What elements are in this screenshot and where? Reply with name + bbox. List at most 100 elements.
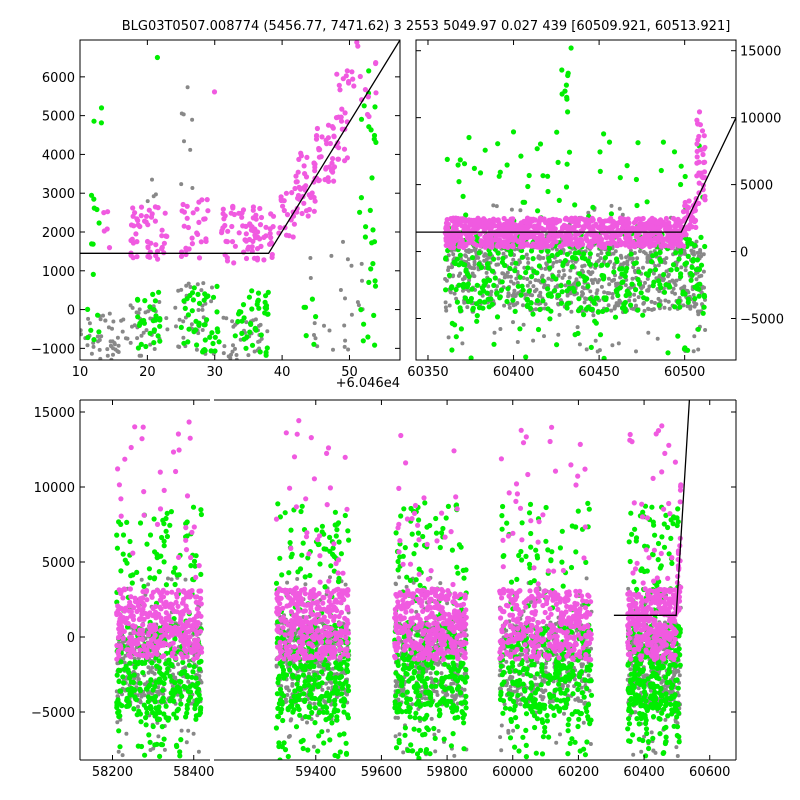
data-point: [508, 648, 513, 653]
data-point: [504, 298, 510, 305]
data-point: [331, 347, 335, 352]
data-point: [493, 237, 499, 243]
data-point: [161, 692, 166, 697]
data-point: [464, 228, 471, 234]
data-point: [575, 325, 580, 330]
data-point: [135, 345, 141, 351]
data-point: [549, 217, 555, 223]
data-point: [371, 136, 377, 142]
data-point: [116, 350, 121, 354]
data-point: [701, 146, 707, 152]
data-point: [504, 162, 510, 168]
data-point: [454, 299, 460, 305]
data-point: [509, 216, 515, 222]
data-point: [342, 110, 348, 116]
data-point: [220, 211, 226, 217]
data-point: [85, 343, 90, 348]
data-point: [341, 146, 348, 152]
data-point: [468, 298, 474, 304]
data-point: [504, 659, 509, 664]
data-point: [457, 305, 463, 311]
data-point: [591, 300, 597, 306]
data-point: [90, 271, 96, 277]
data-point: [176, 662, 181, 667]
data-point: [602, 225, 608, 231]
data-point: [173, 675, 178, 680]
data-point: [454, 256, 460, 262]
data-point: [278, 197, 284, 204]
data-point: [640, 312, 646, 318]
data-point: [189, 290, 196, 296]
data-point: [666, 272, 671, 277]
data-point: [159, 244, 165, 250]
data-point: [622, 308, 629, 314]
data-point: [484, 290, 490, 296]
data-point: [285, 580, 290, 585]
data-point: [676, 256, 682, 262]
data-point: [551, 699, 555, 704]
data-point: [462, 300, 467, 305]
data-point: [230, 319, 235, 324]
data-point: [505, 234, 511, 240]
data-point: [698, 250, 703, 255]
data-point: [651, 748, 656, 753]
data-point: [189, 308, 195, 314]
data-point: [133, 231, 139, 237]
data-point: [170, 684, 175, 689]
data-point: [184, 740, 189, 745]
data-point: [702, 285, 706, 290]
data-point: [325, 122, 332, 128]
data-point: [506, 730, 511, 735]
data-point: [308, 276, 313, 280]
data-point: [662, 305, 667, 310]
data-point: [194, 206, 200, 212]
data-point: [701, 304, 707, 310]
y-tick-label: 6000: [42, 71, 75, 86]
data-point: [433, 749, 438, 754]
data-point: [105, 353, 110, 358]
data-point: [125, 336, 130, 341]
data-point: [249, 342, 256, 348]
data-point: [196, 749, 201, 754]
data-point: [184, 283, 189, 288]
data-point: [249, 244, 255, 250]
data-point: [212, 334, 218, 340]
data-point: [658, 299, 663, 304]
points-layer: [442, 45, 708, 360]
data-point: [373, 60, 379, 66]
data-point: [330, 125, 336, 131]
data-point: [691, 293, 696, 297]
data-point: [460, 284, 466, 290]
data-point: [643, 271, 649, 277]
data-point: [508, 251, 514, 257]
data-point: [269, 254, 275, 260]
data-point: [526, 288, 532, 294]
data-point: [614, 284, 619, 288]
data-point: [139, 694, 144, 699]
data-point: [489, 301, 495, 307]
data-point: [539, 225, 545, 231]
data-point: [651, 271, 656, 276]
data-point: [649, 730, 654, 735]
y-tick-label: 5000: [42, 110, 75, 125]
data-point: [623, 283, 628, 288]
data-point: [640, 215, 646, 222]
data-point: [487, 227, 493, 233]
data-point: [263, 293, 269, 299]
data-point: [546, 258, 552, 264]
model-line-layer: [80, 40, 400, 254]
data-point: [247, 320, 254, 327]
data-point: [205, 293, 211, 299]
data-point: [196, 308, 201, 312]
data-point: [134, 239, 140, 245]
data-point: [116, 749, 121, 754]
data-point: [195, 291, 201, 297]
data-point: [404, 584, 409, 589]
data-point: [178, 698, 183, 703]
data-point: [305, 213, 311, 219]
data-point: [532, 289, 537, 294]
data-point: [554, 740, 559, 745]
data-point: [330, 166, 336, 172]
data-point: [284, 685, 289, 690]
data-point: [429, 680, 434, 685]
